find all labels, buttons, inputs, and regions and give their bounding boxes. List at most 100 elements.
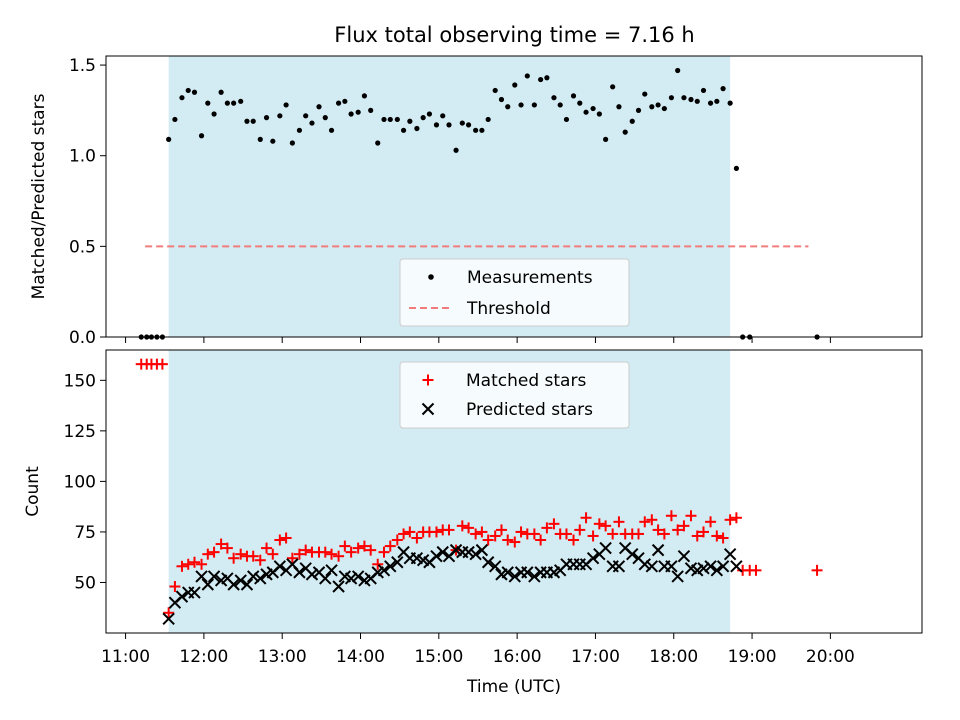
measurement-point <box>328 127 335 133</box>
matched-star-point <box>384 540 396 552</box>
predicted-star-point <box>207 570 221 583</box>
matched-star-point <box>319 546 331 558</box>
predicted-star-point <box>175 590 189 603</box>
measurement-point <box>414 125 420 132</box>
x-tick-label: 20:00 <box>806 647 855 667</box>
matched-star-point <box>717 532 729 544</box>
matched-star-point <box>607 528 619 540</box>
matched-star-point <box>372 558 384 570</box>
matched-star-point <box>639 516 651 528</box>
legend-x-marker <box>421 402 435 416</box>
y-tick-label: 75 <box>74 523 96 543</box>
legend-label-matched: Matched stars <box>466 371 586 391</box>
top-panel: 0.0 0.5 1.0 1.5 Matched/Predicted stars Mea… <box>29 55 923 348</box>
matched-star-point <box>711 530 723 542</box>
matched-star-point <box>339 540 351 552</box>
predicted-star-point <box>481 556 495 569</box>
predicted-star-point <box>716 560 730 573</box>
predicted-star-point <box>730 560 743 573</box>
predicted-star-point <box>645 560 659 573</box>
measurement-point <box>655 102 661 108</box>
measurement-point <box>283 102 289 108</box>
predicted-star-point <box>351 570 365 583</box>
legend-label-measurements: Measurements <box>467 268 593 288</box>
measurement-point <box>642 91 648 97</box>
measurement-point <box>342 98 348 104</box>
measurement-point <box>270 138 276 144</box>
measurement-point <box>322 115 328 121</box>
matched-star-point <box>489 530 501 542</box>
matched-star-point <box>286 552 298 564</box>
y-tick-label: 0.5 <box>69 237 96 257</box>
predicted-star-point <box>305 568 319 581</box>
matched-star-point <box>456 520 468 532</box>
matched-star-point <box>724 514 736 526</box>
measurement-point <box>238 98 244 104</box>
measurement-point <box>733 165 740 171</box>
x-axis-label: Time (UTC) <box>466 677 561 697</box>
matched-star-point <box>391 534 403 546</box>
top-axes-frame <box>105 55 923 338</box>
matched-star-point <box>300 544 312 556</box>
matched-star-point <box>698 526 710 538</box>
matched-star-point <box>691 530 703 542</box>
measurement-point <box>479 127 485 133</box>
matched-star-point <box>495 524 507 536</box>
measurement-point <box>296 127 303 133</box>
measurement-point <box>518 102 524 108</box>
legend-box <box>399 258 630 327</box>
predicted-star-point <box>651 543 665 557</box>
predicted-star-point <box>254 572 267 585</box>
matched-star-point <box>658 528 670 540</box>
measurement-point <box>616 104 622 110</box>
measurement-point <box>277 113 283 119</box>
count-points <box>135 358 823 626</box>
measurement-point <box>531 102 537 108</box>
measurement-point <box>224 100 230 106</box>
matched-star-point <box>208 546 220 558</box>
y-tick-label: 0.0 <box>69 328 96 348</box>
y-axis-label: Matched/Predicted stars <box>29 93 49 299</box>
measurement-point <box>244 118 250 124</box>
measurement-point <box>420 115 426 121</box>
measurement-point <box>622 129 628 135</box>
predicted-star-point <box>240 578 254 591</box>
x-tick-label: 12:00 <box>179 647 228 667</box>
measurement-point <box>368 107 374 113</box>
predicted-star-point <box>488 560 502 573</box>
matched-star-point <box>188 556 200 568</box>
matched-star-point <box>398 528 410 540</box>
measurement-point <box>498 96 505 103</box>
measurement-point <box>179 95 185 101</box>
predicted-star-point <box>273 560 287 573</box>
measurement-point <box>700 87 707 94</box>
measurement-point <box>512 82 518 88</box>
matched-star-point <box>176 560 188 572</box>
measurement-point <box>590 105 596 112</box>
matched-star-point <box>730 512 742 524</box>
measurement-point <box>172 116 178 123</box>
matched-star-point <box>358 540 370 552</box>
measurement-point <box>603 136 609 142</box>
measurement-point <box>524 73 530 79</box>
matched-star-point <box>705 516 717 528</box>
measurement-point <box>185 87 191 94</box>
measurement-point <box>714 98 720 104</box>
matched-star-point <box>293 548 305 560</box>
measurement-point <box>433 122 440 128</box>
measurement-point <box>505 104 511 110</box>
top-ticks: 0.0 0.5 1.0 1.5 <box>69 56 831 348</box>
matched-star-point <box>333 550 345 562</box>
legend-plus-marker <box>422 374 434 386</box>
predicted-star-point <box>325 564 338 577</box>
measurement-point <box>309 120 315 126</box>
matched-star-point <box>528 528 540 540</box>
y-tick-label: 1.0 <box>69 147 96 167</box>
measurement-point <box>218 89 224 95</box>
matched-star-point <box>228 552 240 564</box>
measurement-point <box>231 100 237 106</box>
measurement-point <box>583 109 589 115</box>
predicted-star-point <box>384 560 397 573</box>
measurement-point <box>538 76 544 83</box>
matched-star-point <box>476 526 488 538</box>
